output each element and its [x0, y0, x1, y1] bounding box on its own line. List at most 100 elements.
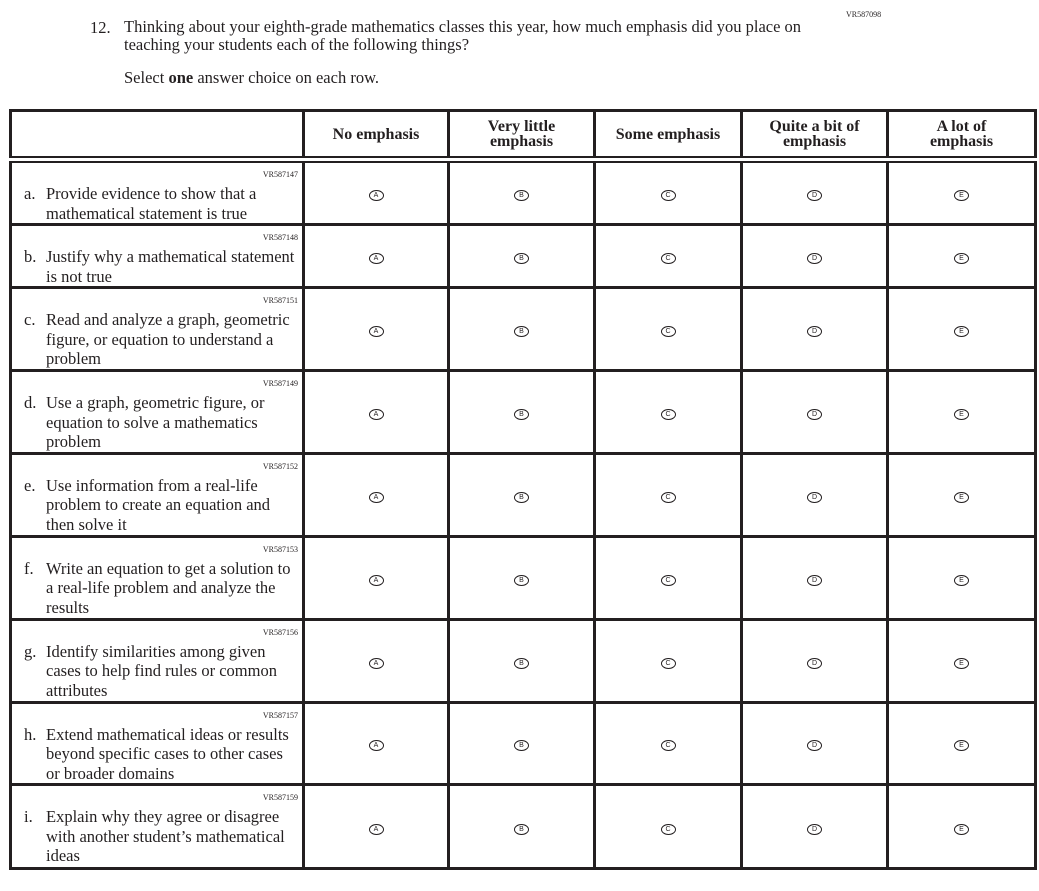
answer-cell: D [740, 223, 889, 289]
answer-bubble-e[interactable]: E [954, 574, 969, 586]
answer-cell: A [302, 158, 450, 226]
answer-bubble-d[interactable]: D [807, 574, 822, 586]
answer-cell: A [302, 223, 450, 289]
row-id: VR587148 [262, 233, 298, 242]
row-label: VR587159 i. Explain why they agree or disa… [9, 783, 305, 870]
answer-bubble-c[interactable]: C [660, 491, 676, 503]
answer-cell: B [447, 534, 596, 621]
answer-bubble-c[interactable]: C [660, 574, 676, 586]
answer-bubble-d[interactable]: D [807, 823, 822, 835]
answer-bubble-a[interactable]: A [368, 190, 384, 201]
row-label: VR587151 c. Read and analyze a graph, geom… [9, 286, 305, 372]
answer-cell: A [302, 451, 450, 538]
answer-bubble-b[interactable]: B [514, 574, 529, 586]
answer-bubble-c[interactable]: C [660, 408, 676, 420]
answer-bubble-b[interactable]: B [514, 491, 529, 503]
answer-bubble-c[interactable]: C [660, 253, 676, 264]
answer-bubble-e[interactable]: E [954, 190, 969, 201]
row-letter: a. [24, 184, 36, 203]
answer-bubble-a[interactable]: A [368, 823, 384, 835]
answer-cell: D [740, 617, 889, 704]
answer-bubble-a[interactable]: A [368, 740, 384, 752]
answer-bubble-c[interactable]: C [660, 326, 676, 337]
answer-cell: B [447, 700, 596, 786]
instruction-part: answer choice on each row. [193, 68, 380, 87]
table-row: VR587149 d. Use a graph, geometric figure,… [9, 369, 1037, 455]
answer-cell: C [593, 158, 743, 226]
answer-cell: D [740, 451, 889, 538]
answer-bubble-b[interactable]: B [514, 253, 529, 264]
answer-bubble-c[interactable]: C [660, 740, 676, 752]
row-id: VR587151 [262, 296, 298, 305]
row-id: VR587153 [262, 544, 298, 554]
answer-cell: E [886, 223, 1037, 289]
answer-bubble-d[interactable]: D [807, 326, 822, 337]
row-text: Identify similarities among given cases … [46, 641, 277, 700]
table-row: VR587159 i. Explain why they agree or disa… [9, 783, 1037, 870]
row-id: VR587157 [262, 710, 298, 720]
table-row: VR587157 h. Extend mathematical ideas or r… [9, 700, 1037, 786]
answer-bubble-a[interactable]: A [368, 253, 384, 264]
answer-bubble-c[interactable]: C [660, 190, 676, 201]
answer-cell: D [740, 534, 889, 621]
answer-bubble-d[interactable]: D [807, 657, 822, 669]
answer-cell: C [593, 451, 743, 538]
answer-cell: C [593, 369, 743, 455]
answer-cell: B [447, 286, 596, 372]
row-text: Use information from a real-life problem… [46, 475, 271, 534]
answer-bubble-e[interactable]: E [954, 823, 969, 835]
answer-cell: E [886, 158, 1037, 226]
answer-bubble-d[interactable]: D [807, 491, 822, 503]
answer-bubble-c[interactable]: C [660, 657, 676, 669]
row-text: Provide evidence to show that a mathemat… [46, 184, 257, 223]
answer-bubble-e[interactable]: E [954, 657, 969, 669]
answer-bubble-e[interactable]: E [954, 491, 969, 503]
answer-bubble-a[interactable]: A [368, 657, 384, 669]
answer-bubble-b[interactable]: B [514, 408, 529, 420]
answer-cell: B [447, 783, 596, 870]
answer-bubble-b[interactable]: B [514, 657, 529, 669]
column-header: Very little emphasis [447, 109, 596, 163]
header-blank [9, 109, 305, 163]
answer-bubble-d[interactable]: D [807, 253, 822, 264]
question-text: Thinking about your eighth-grade mathema… [124, 17, 802, 54]
answer-bubble-a[interactable]: A [368, 574, 384, 586]
answer-bubble-e[interactable]: E [954, 740, 969, 752]
row-label: VR587157 h. Extend mathematical ideas or r… [9, 700, 305, 786]
answer-bubble-e[interactable]: E [954, 326, 969, 337]
answer-bubble-b[interactable]: B [514, 190, 529, 201]
answer-bubble-e[interactable]: E [954, 253, 969, 264]
answer-cell: E [886, 286, 1037, 372]
answer-bubble-a[interactable]: A [368, 491, 384, 503]
answer-bubble-a[interactable]: A [368, 326, 384, 337]
row-label: VR587152 e. Use information from a real-li… [9, 451, 305, 538]
answer-bubble-b[interactable]: B [514, 740, 529, 752]
answer-cell: C [593, 783, 743, 870]
row-text: Explain why they agree or disagree with … [46, 807, 285, 865]
row-letter: c. [24, 310, 36, 329]
row-letter: h. [24, 724, 37, 744]
answer-cell: E [886, 700, 1037, 786]
row-label: VR587153 f. Write an equation to get a sol… [9, 534, 305, 621]
answer-cell: E [886, 783, 1037, 870]
row-id: VR587156 [262, 627, 298, 637]
answer-bubble-b[interactable]: B [514, 823, 529, 835]
column-header: No emphasis [302, 109, 450, 163]
answer-bubble-a[interactable]: A [368, 408, 384, 420]
table-row: VR587152 e. Use information from a real-li… [9, 451, 1037, 538]
answer-cell: A [302, 369, 450, 455]
answer-bubble-c[interactable]: C [660, 823, 676, 835]
answer-cell: B [447, 369, 596, 455]
answer-cell: C [593, 534, 743, 621]
answer-bubble-d[interactable]: D [807, 740, 822, 752]
question-number: 12. [90, 18, 111, 37]
answer-bubble-d[interactable]: D [807, 408, 822, 420]
answer-bubble-d[interactable]: D [807, 190, 822, 201]
answer-bubble-b[interactable]: B [514, 326, 529, 337]
instruction-emphasis: one [168, 68, 194, 87]
row-id: VR587159 [262, 793, 298, 802]
row-letter: g. [24, 641, 37, 661]
instruction: Select one answer choice on each row. [124, 68, 379, 88]
answer-bubble-e[interactable]: E [954, 408, 969, 420]
row-letter: f. [24, 558, 34, 578]
